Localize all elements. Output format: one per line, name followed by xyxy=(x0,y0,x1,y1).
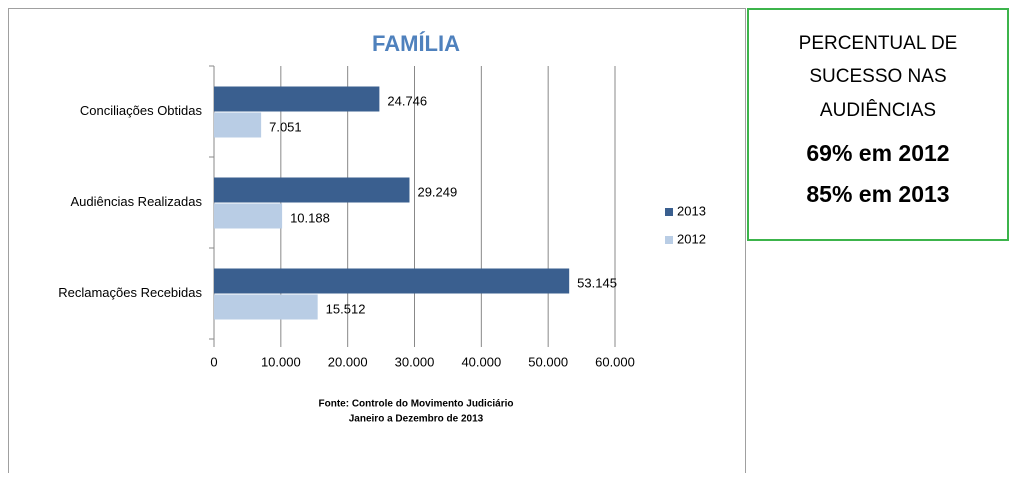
value-label: 7.051 xyxy=(269,119,302,134)
x-tick-label: 30.000 xyxy=(395,354,435,369)
y-tick-label: Reclamações Recebidas xyxy=(58,285,202,300)
x-tick-label: 40.000 xyxy=(461,354,501,369)
legend-label: 2013 xyxy=(677,203,706,218)
value-label: 15.512 xyxy=(326,301,366,316)
note: Janeiro a Dezembro de 2013 xyxy=(349,414,484,425)
box-line: PERCENTUAL DE xyxy=(799,33,958,54)
x-tick-label: 0 xyxy=(210,354,217,369)
box-highlight: 69% em 2012 xyxy=(806,140,949,166)
bar xyxy=(214,268,570,294)
legend-label: 2012 xyxy=(677,231,706,246)
value-label: 10.188 xyxy=(290,210,330,225)
box-highlight: 85% em 2013 xyxy=(806,181,949,207)
legend-swatch xyxy=(665,208,673,216)
value-label: 24.746 xyxy=(387,93,427,108)
value-label: 29.249 xyxy=(417,184,457,199)
y-tick-label: Audiências Realizadas xyxy=(70,194,202,209)
text-box xyxy=(747,8,1009,241)
value-label: 53.145 xyxy=(577,275,617,290)
x-tick-label: 50.000 xyxy=(528,354,568,369)
bar xyxy=(214,294,318,320)
x-tick-label: 20.000 xyxy=(328,354,368,369)
note: Fonte: Controle do Movimento Judiciário xyxy=(319,399,514,410)
y-tick-label: Conciliações Obtidas xyxy=(80,103,203,118)
box-line: SUCESSO NAS xyxy=(809,66,946,87)
bar xyxy=(214,112,262,138)
legend-swatch xyxy=(665,236,673,244)
x-tick-label: 60.000 xyxy=(595,354,635,369)
x-tick-label: 10.000 xyxy=(261,354,301,369)
bar xyxy=(214,203,283,229)
bar xyxy=(214,177,410,203)
bar xyxy=(214,86,380,112)
chart-title: FAMÍLIA xyxy=(372,31,460,56)
box-line: AUDIÊNCIAS xyxy=(820,99,936,121)
